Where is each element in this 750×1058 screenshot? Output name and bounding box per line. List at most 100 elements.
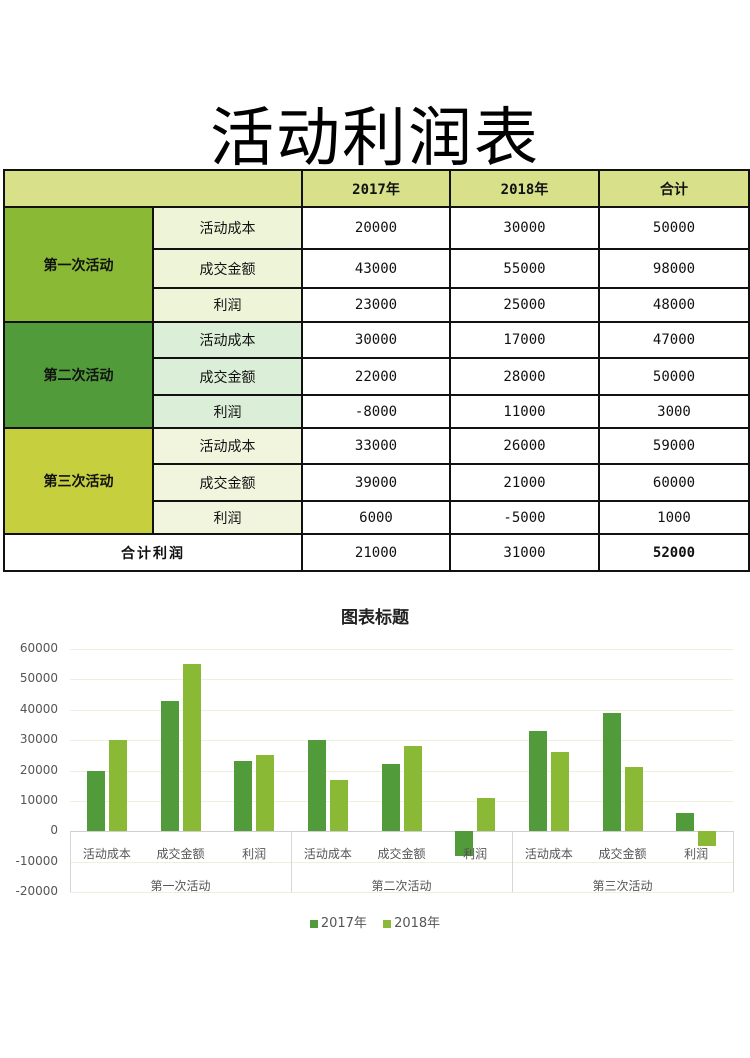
chart-title: 图表标题	[341, 608, 409, 628]
x-tick-label: 活动成本	[82, 847, 131, 862]
table-row: 成交金额 39000 21000 60000	[4, 463, 750, 502]
group-label: 第二次活动	[3, 321, 154, 429]
bar-2017年	[160, 700, 179, 832]
x-group-label: 第一次活动	[150, 879, 211, 894]
bar-2018年	[182, 664, 201, 832]
cell-total: 47000	[598, 321, 750, 359]
group-label: 第一次活动	[3, 206, 154, 323]
legend-swatch-icon	[383, 919, 392, 928]
total-2018: 31000	[449, 533, 600, 572]
cell-2017: 30000	[301, 321, 451, 359]
cell-2018: 21000	[449, 463, 600, 502]
x-tick-label: 利润	[684, 847, 709, 862]
cell-2017: -8000	[301, 394, 451, 429]
cell-2018: 30000	[449, 206, 600, 250]
table-row: 第二次活动 活动成本 30000 17000 47000	[3, 321, 750, 429]
group-label: 第三次活动	[3, 427, 154, 535]
cell-2017: 6000	[301, 500, 451, 535]
bar-2017年	[381, 764, 400, 832]
bar-2018年	[256, 755, 275, 832]
y-tick-label: 50000	[19, 671, 58, 686]
x-tick-label: 利润	[463, 847, 488, 862]
y-tick-label: 60000	[19, 641, 58, 655]
table-row: 利润 -8000 11000 3000	[4, 394, 750, 429]
gridline	[70, 800, 733, 802]
cell-2017: 39000	[301, 463, 451, 502]
table-header-row: 2017年 2018年 合计	[3, 169, 750, 208]
y-tick-label: -10000	[15, 853, 58, 868]
y-tick-label: 30000	[19, 732, 58, 747]
cell-total: 98000	[598, 248, 750, 289]
total-sum: 52000	[598, 533, 750, 572]
cell-2017: 33000	[301, 427, 451, 465]
cell-2017: 23000	[301, 287, 451, 323]
gridline	[70, 892, 733, 893]
header-2017: 2017年	[301, 169, 451, 208]
row-label: 成交金额	[152, 357, 303, 396]
bar-2017年	[307, 740, 326, 832]
table-row: 第一次活动 活动成本 20000 30000 50000	[3, 206, 750, 323]
bar-2018年	[108, 740, 127, 832]
gridline	[70, 649, 733, 650]
cell-total: 1000	[598, 500, 750, 535]
cell-total: 48000	[598, 287, 750, 323]
y-tick-label: 0	[50, 823, 58, 838]
cell-2017: 43000	[301, 248, 451, 289]
bar-2018年	[550, 752, 569, 832]
table-row: 成交金额 22000 28000 50000	[4, 357, 750, 396]
axis-separator	[512, 831, 513, 892]
total-label: 合计利润	[3, 533, 303, 572]
cell-2017: 20000	[301, 206, 451, 250]
x-group-label: 第三次活动	[592, 879, 653, 894]
bar-2018年	[477, 797, 496, 832]
x-tick-label: 活动成本	[303, 847, 352, 862]
cell-total: 3000	[598, 394, 750, 429]
profit-table: 2017年 2018年 合计 第一次活动 活动成本 20000 30000 50…	[3, 169, 750, 572]
total-2017: 21000	[301, 533, 451, 572]
table-row: 成交金额 43000 55000 98000	[4, 248, 750, 289]
x-tick-label: 活动成本	[524, 847, 573, 862]
row-label: 成交金额	[152, 463, 303, 502]
cell-2018: 55000	[449, 248, 600, 289]
header-2018: 2018年	[449, 169, 600, 208]
table-row: 第三次活动 活动成本 33000 26000 59000	[3, 427, 750, 535]
cell-2018: 17000	[449, 321, 600, 359]
legend-item-2017: 2017年	[309, 916, 367, 931]
y-tick-label: 10000	[19, 792, 58, 807]
cell-total: 50000	[598, 206, 750, 250]
header-total: 合计	[598, 169, 750, 208]
row-label: 活动成本	[152, 321, 303, 359]
bar-2017年	[234, 761, 253, 832]
y-tick-label: -20000	[15, 884, 58, 898]
x-tick-label: 成交金额	[377, 847, 426, 862]
gridline	[70, 709, 733, 711]
page-title: 活动利润表	[210, 102, 540, 176]
row-label: 成交金额	[152, 248, 303, 289]
header-blank	[3, 169, 303, 208]
x-tick-label: 利润	[242, 847, 267, 862]
legend-item-2018: 2018年	[383, 916, 440, 931]
y-tick-label: 20000	[19, 762, 58, 777]
table-row: 利润 23000 25000 48000	[4, 287, 750, 323]
cell-2018: 25000	[449, 287, 600, 323]
cell-2018: 28000	[449, 357, 600, 396]
legend-label: 2017年	[320, 916, 367, 931]
legend-label: 2018年	[394, 916, 441, 931]
gridline	[70, 679, 733, 681]
x-group-label: 第二次活动	[371, 879, 432, 894]
axis-separator	[291, 831, 292, 892]
row-label: 利润	[152, 394, 303, 429]
x-tick-label: 成交金额	[156, 847, 205, 862]
y-tick-label: 40000	[19, 701, 58, 716]
bar-2017年	[86, 770, 105, 832]
row-label: 活动成本	[152, 206, 303, 250]
cell-2018: 26000	[449, 427, 600, 465]
row-label: 利润	[152, 500, 303, 535]
gridline	[70, 740, 733, 742]
bar-2018年	[624, 767, 643, 832]
axis-separator	[70, 831, 71, 892]
cell-total: 59000	[598, 427, 750, 465]
cell-total: 60000	[598, 463, 750, 502]
cell-2018: -5000	[449, 500, 600, 535]
gridline	[70, 770, 733, 772]
